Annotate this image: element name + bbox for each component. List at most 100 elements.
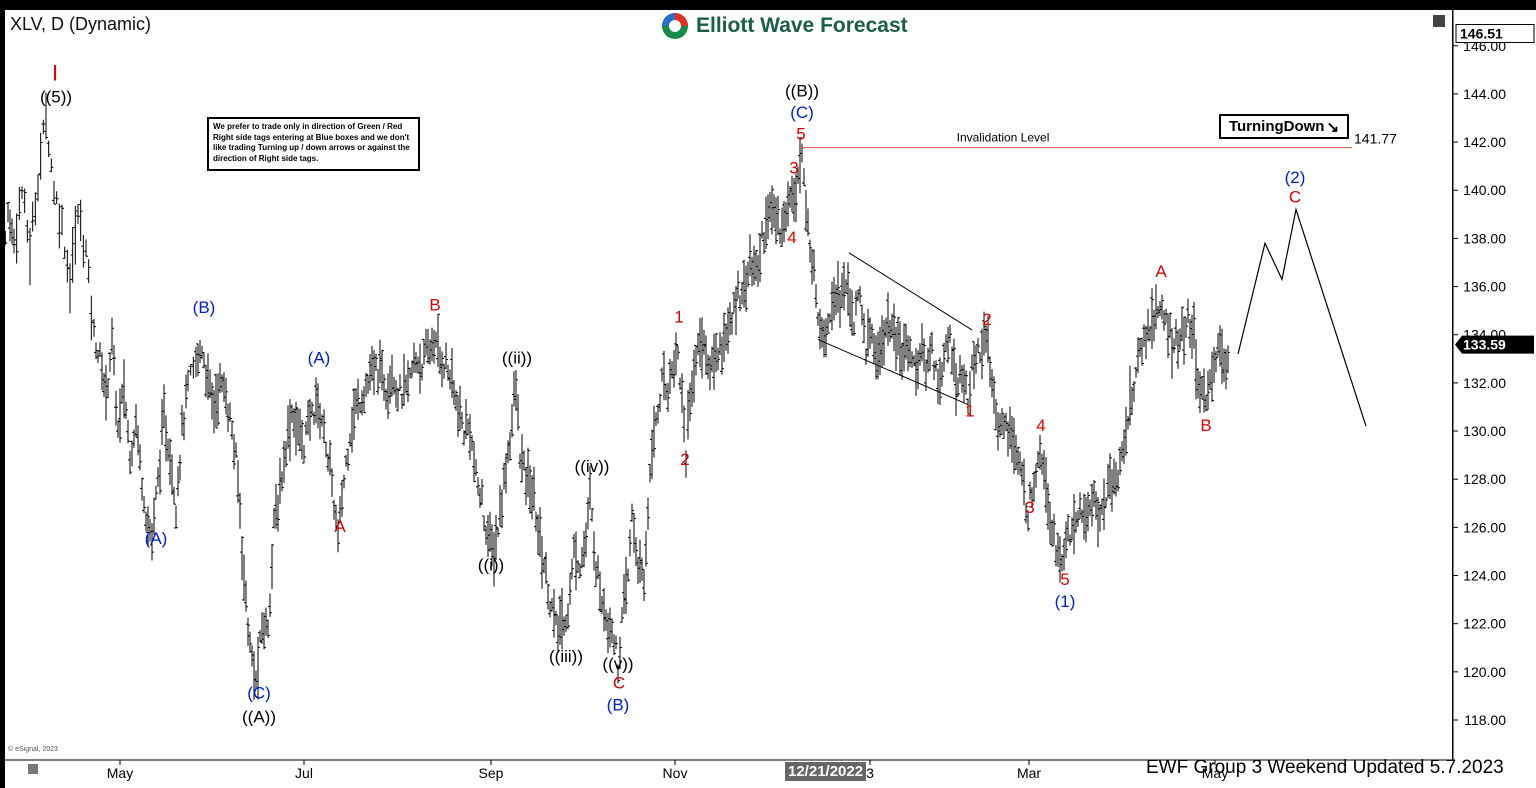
ohlc-bar	[1012, 417, 1016, 474]
price-axis-panel[interactable]	[1453, 10, 1536, 760]
ohlc-bar	[1102, 478, 1106, 531]
ohlc-bar	[134, 404, 138, 437]
ohlc-bar	[204, 364, 208, 398]
ohlc-bar	[710, 346, 714, 373]
ohlc-bar	[900, 342, 904, 380]
ohlc-bar	[1050, 519, 1054, 547]
ohlc-bar	[856, 289, 860, 302]
ohlc-bar	[630, 503, 634, 522]
ohlc-bar	[472, 441, 476, 483]
y-tick-label: 144.00	[1463, 86, 1506, 102]
ohlc-bar	[132, 429, 136, 448]
brand-name: Elliott Wave Forecast	[696, 14, 908, 37]
y-tick-label: 124.00	[1463, 568, 1506, 584]
ohlc-bar	[938, 357, 942, 406]
maximize-icon[interactable]	[1433, 15, 1445, 27]
ohlc-bar	[746, 261, 750, 288]
ohlc-bar	[152, 497, 156, 536]
wave-label: ((iv))	[575, 457, 610, 476]
ohlc-bar	[306, 400, 310, 436]
ohlc-bar	[676, 345, 680, 360]
ohlc-bar	[186, 369, 190, 392]
scroll-icon[interactable]	[28, 764, 38, 774]
ohlc-bar	[804, 190, 808, 232]
ohlc-bar	[672, 349, 676, 388]
ohlc-bar	[20, 186, 24, 199]
ohlc-bar	[722, 312, 726, 362]
ohlc-bar	[652, 405, 656, 458]
ohlc-bar	[326, 453, 330, 472]
ohlc-bar	[532, 466, 536, 511]
time-axis-panel[interactable]	[5, 760, 1536, 788]
ohlc-bar	[980, 328, 984, 380]
ohlc-bar	[1226, 345, 1230, 374]
ohlc-bar	[182, 411, 186, 441]
ohlc-bar	[352, 388, 356, 441]
ohlc-bar	[240, 536, 244, 581]
ohlc-bar	[358, 401, 362, 414]
last-price-box	[1455, 335, 1534, 354]
ohlc-bar	[628, 529, 632, 557]
ohlc-bar	[366, 374, 370, 394]
ohlc-bar	[860, 304, 864, 326]
ohlc-bar	[946, 326, 950, 364]
ohlc-bar	[690, 370, 694, 408]
ohlc-bar	[1096, 496, 1100, 548]
ohlc-bar	[336, 519, 340, 553]
ohlc-bar	[46, 140, 51, 158]
ohlc-bar	[394, 379, 398, 408]
ohlc-bar	[1170, 327, 1174, 379]
ohlc-bar	[94, 342, 98, 360]
ohlc-bar	[44, 92, 48, 140]
ohlc-bar	[1024, 503, 1028, 524]
ohlc-bar	[102, 373, 106, 398]
ohlc-bar	[846, 262, 850, 316]
ohlc-bar	[1152, 309, 1156, 342]
ohlc-bar	[664, 383, 668, 401]
wave-label: (1)	[1055, 592, 1076, 611]
ohlc-bar	[552, 588, 556, 638]
y-axis-ticks: 118.00 120.00 122.00 124.00 126.00 128.00 130.…	[1452, 10, 1535, 760]
ohlc-bar	[1072, 493, 1076, 555]
ohlc-bar	[456, 395, 460, 437]
ohlc-bar	[706, 354, 710, 380]
ohlc-bar	[554, 610, 558, 626]
ohlc-bar	[612, 634, 616, 656]
ohlc-bar	[1046, 483, 1050, 530]
ohlc-bar	[720, 336, 724, 375]
ohlc-bar	[1186, 298, 1190, 324]
ohlc-bar	[216, 373, 220, 427]
ohlc-bar	[1006, 421, 1010, 457]
ohlc-bar	[436, 313, 440, 368]
ohlc-bar	[84, 239, 88, 257]
ohlc-bar	[772, 194, 776, 229]
ohlc-bars	[0, 92, 1230, 700]
ohlc-bar	[348, 433, 352, 447]
ohlc-bar	[62, 246, 67, 259]
ohlc-bar	[466, 418, 470, 436]
ohlc-bar	[276, 494, 280, 532]
ohlc-bar	[310, 401, 314, 416]
ohlc-bar	[328, 440, 332, 476]
ohlc-bar	[868, 317, 872, 349]
ohlc-bar	[546, 583, 550, 610]
wave-label: 4	[1036, 416, 1045, 435]
ohlc-bar	[966, 398, 970, 415]
wave-label: I	[52, 60, 58, 85]
ohlc-bar	[214, 373, 218, 429]
ohlc-bar	[602, 587, 606, 632]
ohlc-bar	[1010, 415, 1014, 463]
ohlc-bar	[248, 631, 252, 653]
ohlc-bar	[174, 505, 178, 529]
ohlc-bar	[1128, 365, 1132, 426]
ohlc-bar	[402, 353, 406, 407]
ohlc-bar	[556, 615, 560, 652]
ohlc-bar	[904, 323, 908, 360]
ohlc-bar	[576, 560, 580, 574]
ohlc-bar	[914, 347, 918, 396]
wave-label: (2)	[1285, 168, 1306, 187]
ohlc-bar	[954, 363, 958, 416]
ohlc-bar	[658, 393, 662, 413]
ohlc-bar	[444, 342, 448, 370]
